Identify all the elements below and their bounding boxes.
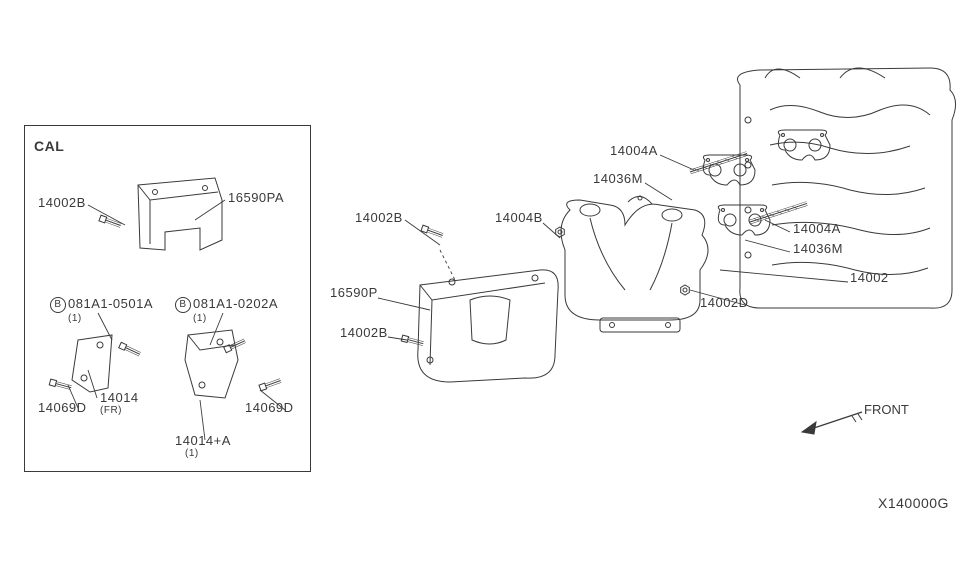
label-14069D-r: 14069D: [245, 400, 294, 415]
label-14004A-u: 14004A: [610, 143, 658, 158]
image-id: X140000G: [878, 495, 949, 511]
engine-block: [738, 68, 956, 308]
front-arrow: [802, 412, 862, 434]
label-14014-a: 14014+A (1): [175, 433, 231, 459]
lineart-layer: [0, 0, 975, 566]
front-label: FRONT: [864, 402, 909, 417]
label-14002: 14002: [850, 270, 889, 285]
label-14002B-cal: 14002B: [38, 195, 86, 210]
label-14002B-main: 14002B: [355, 210, 403, 225]
label-081A1-0501A: B081A1-0501A (1): [50, 296, 153, 324]
label-14069D-l: 14069D: [38, 400, 87, 415]
cal-bracket: [138, 178, 222, 250]
label-14036M-r: 14036M: [793, 241, 843, 256]
gasket-2: [778, 130, 830, 160]
label-14004B: 14004B: [495, 210, 543, 225]
label-16590PA: 16590PA: [228, 190, 284, 205]
label-16590P: 16590P: [330, 285, 378, 300]
cal-label: CAL: [34, 138, 64, 154]
heat-shield: [418, 270, 558, 382]
label-14036M-u: 14036M: [593, 171, 643, 186]
label-14004A-r: 14004A: [793, 221, 841, 236]
label-14002B-lo: 14002B: [340, 325, 388, 340]
label-14002D: 14002D: [700, 295, 749, 310]
label-081A1-0202A: B081A1-0202A (1): [175, 296, 278, 324]
diagram-stage: CAL 14002B 16590PA B081A1-0501A (1) B081…: [0, 0, 975, 566]
label-14014-fr: 14014 (FR): [100, 390, 139, 416]
manifold: [561, 196, 708, 332]
